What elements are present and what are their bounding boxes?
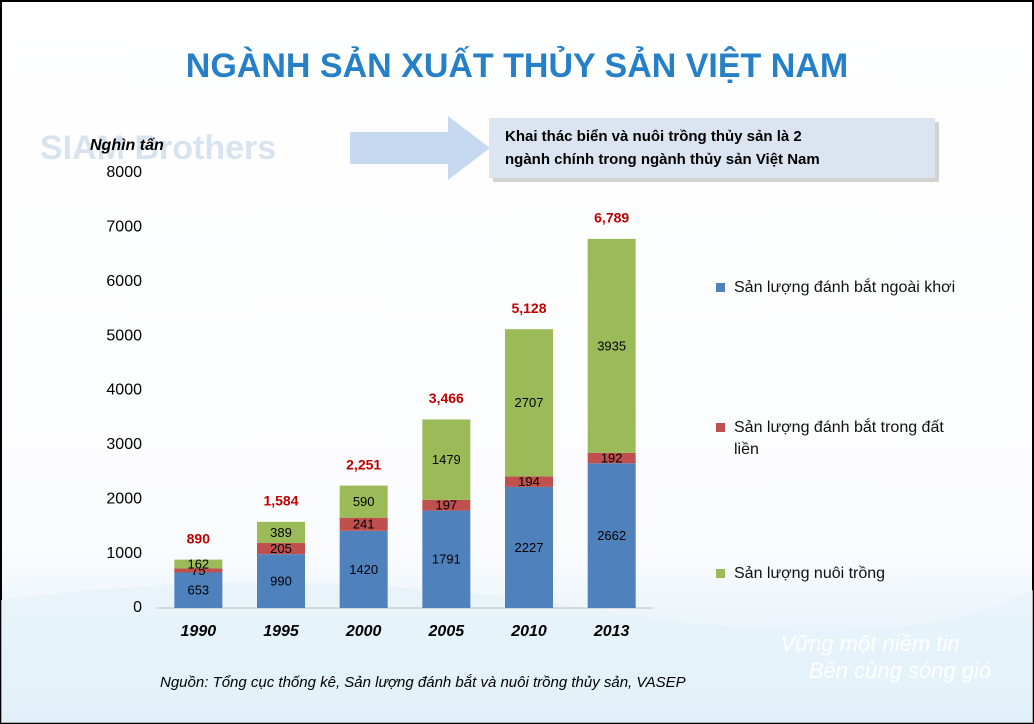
x-tick-label: 1990: [181, 623, 217, 640]
chart-title: NGÀNH SẢN XUẤT THỦY SẢN VIỆT NAM: [186, 47, 848, 85]
y-tick-label: 1000: [106, 545, 142, 562]
watermark: Bền cùng sóng gió: [809, 658, 991, 683]
value-label: 389: [270, 525, 292, 540]
total-label: 2,251: [346, 456, 381, 472]
y-tick-label: 7000: [106, 219, 142, 236]
source: Nguồn: Tổng cục thống kê, Sản lượng đánh…: [160, 674, 686, 691]
value-label: 590: [353, 494, 375, 509]
value-label: 2662: [597, 528, 626, 543]
value-label: 2707: [515, 395, 544, 410]
slide: SIAM Brothers Vững một niềm tin Bền cùng…: [0, 0, 1034, 724]
y-tick-label: 5000: [106, 327, 142, 344]
x-tick-label: 1995: [263, 623, 300, 640]
value-label: 2227: [515, 540, 544, 555]
value-label: 241: [353, 517, 375, 532]
value-label: 1479: [432, 452, 461, 467]
y-tick-label: 4000: [106, 382, 142, 399]
y-tick-label: 2000: [106, 490, 142, 507]
legend-swatch: [716, 283, 725, 292]
legend-label: Sản lượng đánh bắt trong đất liền: [734, 419, 944, 458]
chart: SIAM Brothers Vững một niềm tin Bền cùng…: [0, 0, 1034, 724]
total-label: 6,789: [594, 210, 629, 226]
value-label: 1420: [349, 562, 378, 577]
y-tick-label: 8000: [106, 164, 142, 181]
value-label: 653: [187, 583, 209, 598]
y-tick-label: 6000: [106, 273, 142, 290]
value-label: 1791: [432, 552, 461, 567]
callout-text: Khai thác biển và nuôi trồng thủy sản là…: [505, 128, 802, 145]
value-label: 3935: [597, 338, 626, 353]
legend-label: Sản lượng nuôi trồng: [734, 565, 885, 582]
value-label: 162: [187, 556, 209, 571]
callout-text: ngành chính trong ngành thủy sản Việt Na…: [505, 151, 820, 168]
legend-swatch: [716, 423, 725, 432]
legend-label: Sản lượng đánh bắt ngoài khơi: [734, 279, 955, 296]
y-tick-label: 0: [133, 599, 142, 616]
total-label: 1,584: [263, 493, 298, 509]
x-tick-label: 2013: [593, 623, 630, 640]
total-label: 5,128: [511, 300, 546, 316]
value-label: 990: [270, 574, 292, 589]
x-tick-label: 2005: [428, 623, 466, 640]
watermark: Vững một niềm tin: [780, 631, 959, 656]
legend-item: Sản lượng nuôi trồng: [716, 563, 964, 585]
total-label: 3,466: [429, 390, 464, 406]
value-label: 197: [435, 498, 457, 513]
y-tick-label: 3000: [106, 436, 142, 453]
y-axis-label: Nghìn tấn: [90, 137, 164, 154]
x-tick-label: 2000: [345, 623, 382, 640]
x-tick-label: 2010: [510, 623, 547, 640]
legend-item: Sản lượng đánh bắt ngoài khơi: [716, 277, 964, 299]
legend-swatch: [716, 569, 725, 578]
total-label: 890: [187, 530, 211, 546]
legend-item: Sản lượng đánh bắt trong đất liền: [716, 417, 964, 461]
value-label: 205: [270, 541, 292, 556]
